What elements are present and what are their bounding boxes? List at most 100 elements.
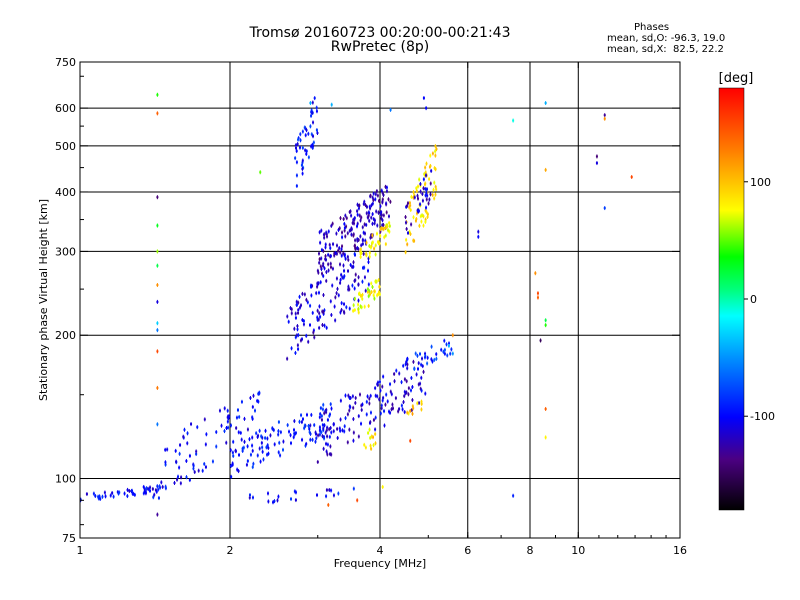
data-point (422, 369, 425, 374)
data-point (329, 444, 332, 449)
data-point (361, 279, 364, 284)
data-point (319, 406, 322, 411)
data-point (303, 125, 306, 130)
data-point (160, 480, 163, 485)
data-point (229, 463, 232, 468)
data-point (603, 116, 606, 121)
data-point (304, 148, 307, 153)
data-point (304, 443, 307, 448)
data-point (423, 355, 426, 360)
data-point (393, 379, 396, 384)
data-point (388, 220, 391, 225)
data-point (342, 263, 345, 268)
data-point (203, 461, 206, 466)
data-point (422, 186, 425, 191)
data-point (328, 487, 331, 492)
data-point (320, 430, 323, 435)
data-point (336, 426, 339, 431)
data-point (403, 410, 406, 415)
data-point (271, 426, 274, 431)
data-point (360, 403, 363, 408)
data-point (310, 144, 313, 149)
data-point (345, 224, 348, 229)
data-point (371, 240, 374, 245)
data-point (315, 109, 318, 114)
data-point (374, 279, 377, 284)
data-point (325, 325, 328, 330)
data-point (364, 445, 367, 450)
data-point (325, 488, 328, 493)
data-point (368, 427, 371, 432)
data-point (325, 232, 328, 237)
data-point (365, 211, 368, 216)
data-point (290, 346, 293, 351)
data-point (356, 202, 359, 207)
data-point (375, 209, 378, 214)
data-point (368, 244, 371, 249)
data-point (293, 489, 296, 494)
data-point (182, 434, 185, 439)
data-point (409, 408, 412, 413)
data-point (416, 193, 419, 198)
data-point (309, 101, 312, 106)
data-point (243, 416, 246, 421)
data-point (400, 380, 403, 385)
data-point (301, 129, 304, 134)
data-point (294, 143, 297, 148)
data-point (443, 347, 446, 352)
data-point (310, 113, 313, 118)
data-point (390, 392, 393, 397)
data-point (273, 499, 276, 504)
data-point (97, 494, 100, 499)
data-point (252, 393, 255, 398)
data-point (104, 494, 107, 499)
data-point (298, 305, 301, 310)
data-point (320, 267, 323, 272)
data-point (343, 225, 346, 230)
data-point (242, 445, 245, 450)
y-tick-label: 300 (55, 245, 76, 258)
data-point (301, 337, 304, 342)
data-point (366, 394, 369, 399)
data-point (406, 362, 409, 367)
data-point (409, 231, 412, 236)
data-point (403, 389, 406, 394)
data-point (227, 425, 230, 430)
data-point (312, 330, 315, 335)
data-point (316, 281, 319, 286)
data-point (536, 291, 539, 296)
data-point (407, 230, 410, 235)
data-point (353, 243, 356, 248)
data-point (385, 189, 388, 194)
data-point (289, 306, 292, 311)
data-point (337, 293, 340, 298)
data-point (422, 96, 425, 101)
data-point (380, 210, 383, 215)
data-point (307, 131, 310, 136)
data-point (166, 447, 169, 452)
data-point (302, 165, 305, 170)
data-point (420, 362, 423, 367)
data-point (149, 485, 152, 490)
data-point (223, 429, 226, 434)
data-point (298, 145, 301, 150)
data-point (299, 338, 302, 343)
data-point (305, 412, 308, 417)
data-point (302, 322, 305, 327)
data-point (313, 96, 316, 101)
data-point (383, 423, 386, 428)
data-point (305, 297, 308, 302)
data-point (383, 409, 386, 414)
data-point (354, 238, 357, 243)
data-point (379, 229, 382, 234)
data-point (305, 149, 308, 154)
data-point (304, 133, 307, 138)
data-point (294, 311, 297, 316)
data-point (415, 372, 418, 377)
data-point (301, 145, 304, 150)
data-point (126, 494, 129, 499)
data-point (368, 218, 371, 223)
data-point (324, 242, 327, 247)
data-point (203, 417, 206, 422)
data-point (410, 375, 413, 380)
